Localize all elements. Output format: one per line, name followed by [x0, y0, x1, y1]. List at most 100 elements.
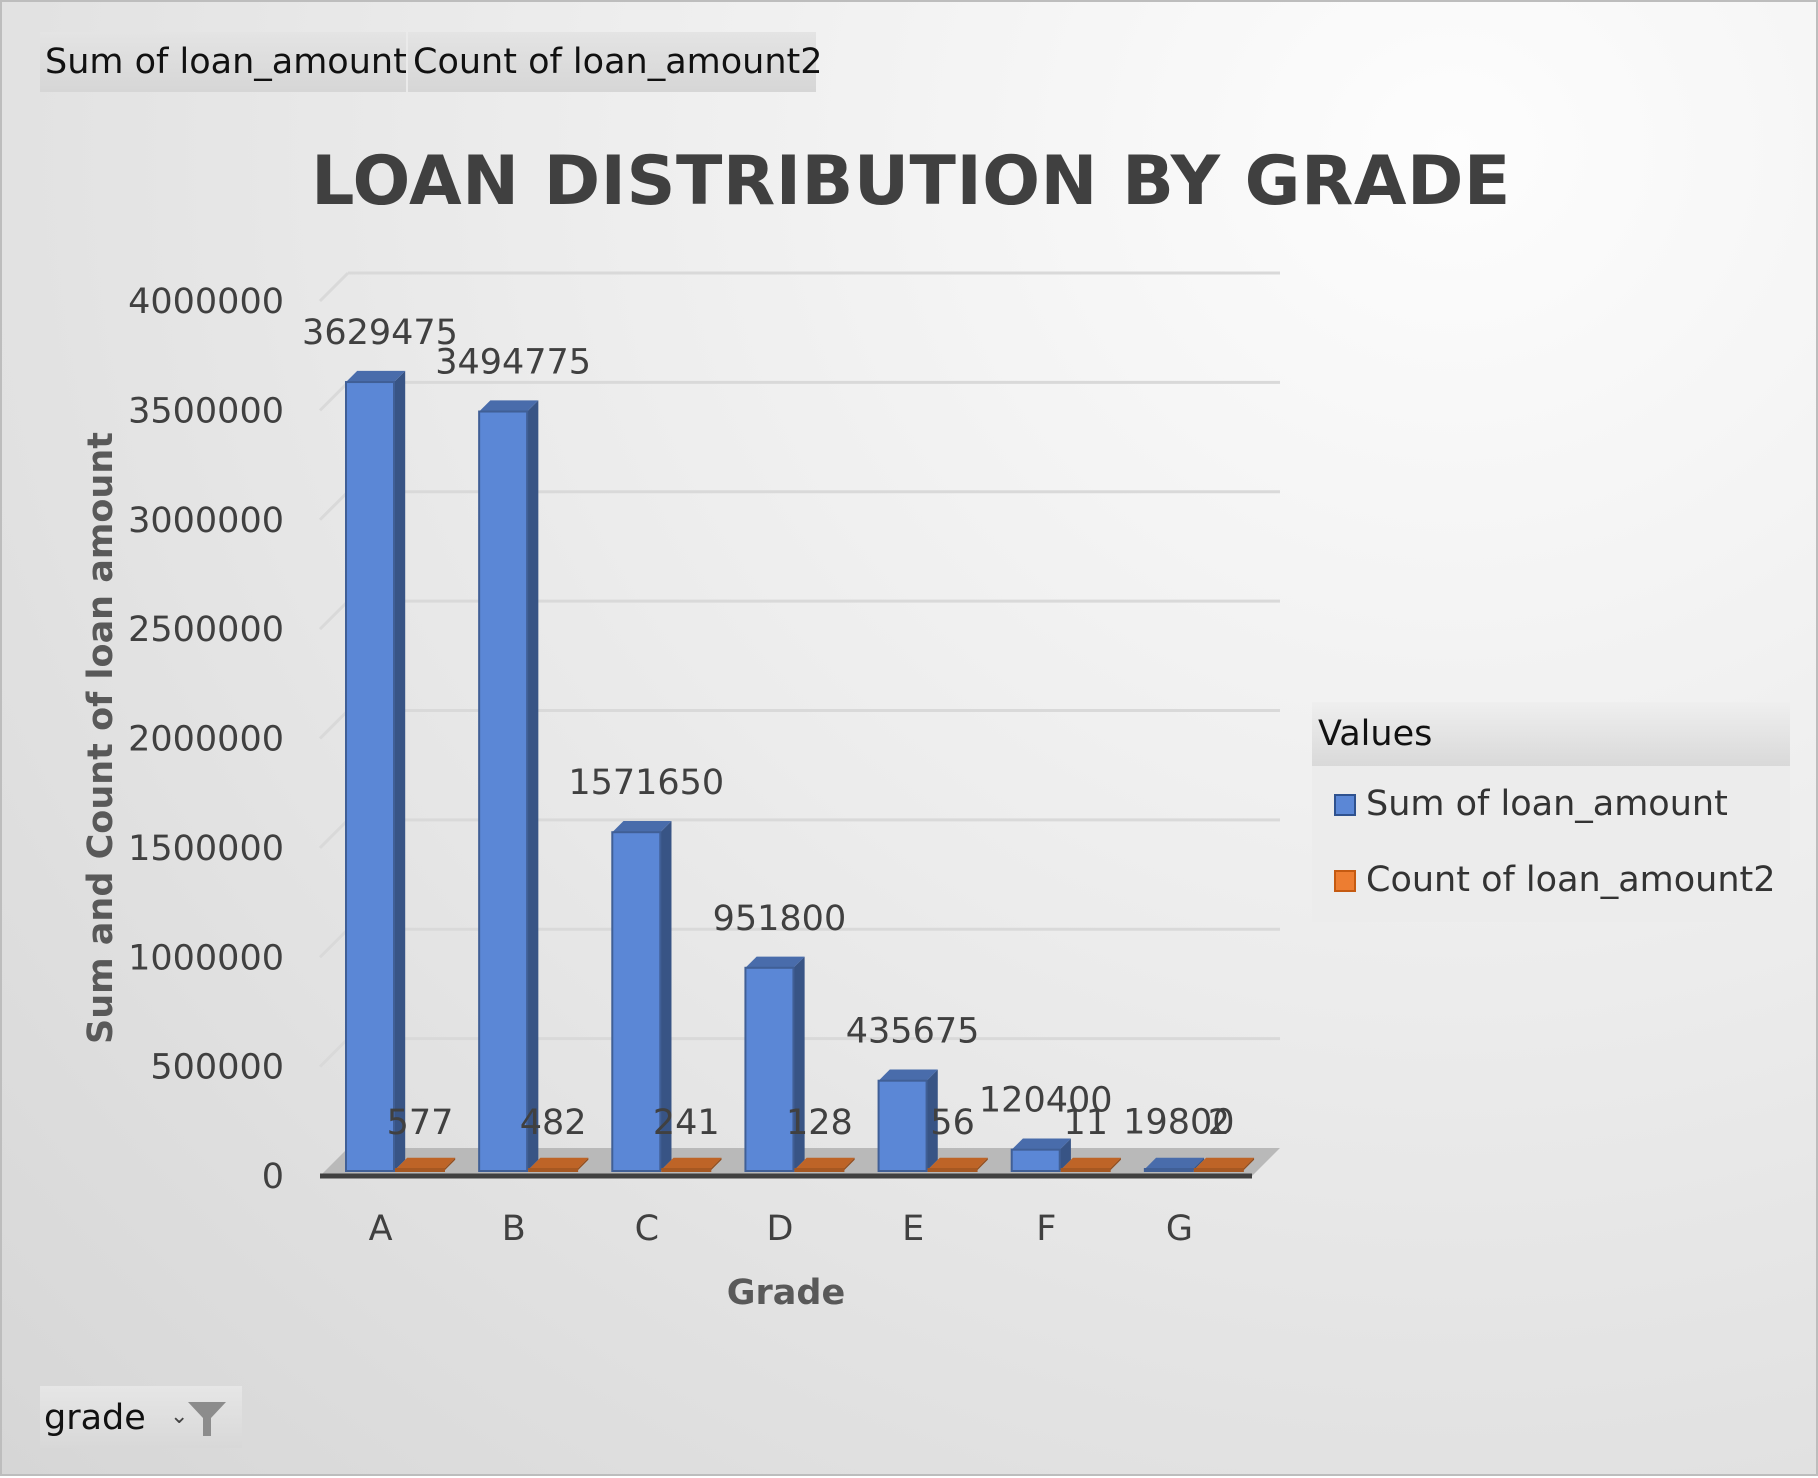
gridline-depth [318, 271, 350, 303]
bar-side-face [444, 1157, 456, 1171]
y-tick-label: 0 [262, 1157, 284, 1197]
data-label-sum-d: 951800 [713, 899, 847, 939]
filter-label: grade [44, 1398, 146, 1438]
bar-sum-c [611, 821, 672, 1172]
bar-side-face [1192, 1157, 1205, 1171]
bar-front-face [927, 1168, 978, 1172]
legend: Values Sum of loan_amount Count of loan_… [1312, 702, 1790, 922]
gridline-depth [318, 709, 350, 740]
bar-sum-d [744, 956, 805, 1173]
bar-front-face [478, 410, 529, 1173]
bar-side-face [577, 1157, 589, 1171]
bar-top-face [612, 821, 672, 833]
bar-top-face [1061, 1157, 1121, 1169]
y-tick-label: 2500000 [128, 610, 284, 650]
data-label-count-e: 56 [930, 1103, 975, 1143]
bar-top-face [1194, 1157, 1255, 1169]
bar-sum-f [1010, 1138, 1071, 1172]
legend-item-sum[interactable]: Sum of loan_amount [1334, 784, 1728, 824]
bar-front-face [395, 1168, 445, 1172]
gridline-depth [318, 928, 350, 959]
y-tick-label: 4000000 [128, 282, 284, 322]
bar-top-face [346, 370, 406, 383]
bar-top-face [795, 1157, 855, 1169]
bar-side-face [1059, 1138, 1071, 1171]
legend-item-count[interactable]: Count of loan_amount2 [1334, 860, 1776, 900]
y-tick-label: 3500000 [128, 391, 284, 431]
bar-side-face [660, 821, 672, 1171]
data-label-sum-b: 3494775 [435, 343, 591, 383]
grade-filter-button[interactable]: grade ⌄ [40, 1386, 242, 1448]
bars [345, 370, 1255, 1173]
bar-side-face [976, 1157, 988, 1171]
bar-sum-b [478, 400, 539, 1173]
x-tick-label: A [369, 1209, 393, 1249]
data-label-count-b: 482 [520, 1103, 587, 1143]
legend-label-count: Count of loan_amount2 [1366, 860, 1776, 900]
data-label-sum-a: 3629475 [302, 313, 458, 353]
data-label-count-a: 577 [387, 1103, 454, 1143]
bar-sum-g [1143, 1157, 1205, 1172]
y-tick-label: 500000 [150, 1048, 284, 1088]
bar-front-face [744, 966, 795, 1173]
bar-top-face [529, 1157, 589, 1169]
bar-top-face [1011, 1138, 1071, 1150]
x-axis-title: Grade [727, 1273, 845, 1313]
x-tick-label: G [1166, 1209, 1193, 1249]
gridline-depth [318, 600, 350, 631]
bar-top-face [745, 956, 805, 968]
bar-front-face [794, 1168, 845, 1172]
data-label-count-f: 11 [1063, 1103, 1108, 1143]
y-axis-title: Sum and Count of loan amount [81, 432, 121, 1044]
gridline-depth [318, 381, 350, 412]
data-label-sum-f: 120400 [979, 1081, 1113, 1121]
axes: 0 500000 1000000 1500000 2000000 2500000 30000… [81, 282, 1252, 1313]
bar-sum-e [877, 1069, 938, 1172]
bar-side-face [1242, 1157, 1255, 1171]
bar-top-face [878, 1069, 938, 1081]
bar-top-face [928, 1157, 988, 1169]
bar-side-face [394, 370, 406, 1171]
funnel-filter-icon [188, 1402, 226, 1436]
data-label-count-d: 128 [786, 1103, 853, 1143]
gridline-depth [318, 818, 350, 849]
chart-title: LOAN DISTRIBUTION BY GRADE [311, 142, 1511, 221]
bar-side-face [1109, 1157, 1121, 1171]
data-label-sum-c: 1571650 [568, 763, 724, 803]
bar-side-face [527, 400, 539, 1171]
x-tick-label: B [502, 1209, 526, 1249]
bar-front-face [1060, 1168, 1111, 1172]
bar-front-face [1010, 1148, 1061, 1172]
data-label-sum-e: 435675 [846, 1012, 980, 1052]
x-tick-label: C [635, 1209, 659, 1249]
bar-top-face [396, 1157, 456, 1169]
legend-title: Values [1312, 702, 1790, 766]
bar-front-face [1143, 1168, 1194, 1172]
legend-label-sum: Sum of loan_amount [1366, 784, 1728, 824]
bar-count-c [661, 1157, 722, 1172]
value-field-button-sum[interactable]: Sum of loan_amount [40, 32, 407, 92]
bar-side-face [710, 1157, 722, 1171]
y-tick-label: 2000000 [128, 720, 284, 760]
data-label-count-g: 2 [1208, 1103, 1230, 1143]
bar-count-b [528, 1157, 589, 1172]
bar-front-face [611, 831, 662, 1172]
bar-count-g [1193, 1157, 1255, 1172]
dropdown-arrow-icon: ⌄ [170, 1404, 189, 1429]
bar-sum-a [345, 370, 406, 1172]
bar-front-face [1193, 1168, 1244, 1172]
bar-front-face [528, 1168, 579, 1172]
bar-count-d [794, 1157, 855, 1172]
bar-front-face [877, 1079, 928, 1172]
value-field-button-count[interactable]: Count of loan_amount2 [408, 32, 823, 92]
data-label-count-c: 241 [653, 1103, 720, 1143]
bar-side-face [926, 1069, 938, 1171]
gridline-depth [318, 490, 350, 521]
data-label-sum-g: 19800 [1123, 1103, 1234, 1143]
bar-count-e [927, 1157, 988, 1172]
x-tick-label: F [1036, 1209, 1056, 1249]
bar-side-face [793, 956, 805, 1171]
bar-top-face [662, 1157, 722, 1169]
y-tick-label: 1000000 [128, 938, 284, 978]
